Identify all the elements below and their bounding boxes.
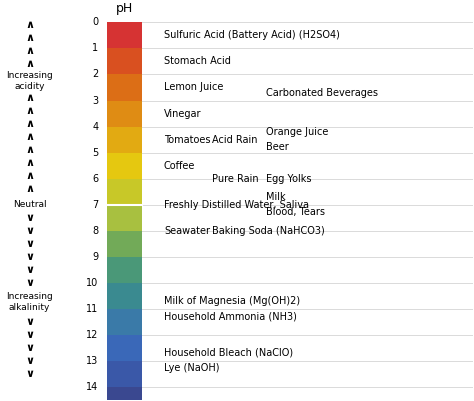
Text: ∨: ∨	[25, 369, 34, 379]
Text: ∧: ∧	[25, 145, 34, 155]
Text: ∧: ∧	[25, 93, 34, 103]
Text: Coffee: Coffee	[164, 160, 195, 170]
Text: ∧: ∧	[25, 106, 34, 116]
Text: pH: pH	[116, 2, 133, 15]
Text: Household Ammonia (NH3): Household Ammonia (NH3)	[164, 312, 297, 321]
Text: ∨: ∨	[25, 316, 34, 326]
Text: Egg Yolks: Egg Yolks	[266, 174, 311, 184]
Text: Stomach Acid: Stomach Acid	[164, 57, 231, 67]
Text: ∨: ∨	[25, 330, 34, 340]
Text: 1: 1	[92, 43, 99, 53]
Text: ∧: ∧	[25, 20, 34, 30]
Bar	[107, 152, 142, 178]
Bar	[107, 360, 142, 387]
Text: Baking Soda (NaHCO3): Baking Soda (NaHCO3)	[212, 225, 325, 235]
Text: Household Bleach (NaClO): Household Bleach (NaClO)	[164, 348, 293, 358]
Bar	[107, 178, 142, 205]
Text: ∨: ∨	[25, 342, 34, 352]
Bar	[107, 334, 142, 360]
Text: 9: 9	[92, 251, 99, 261]
Text: ∧: ∧	[25, 171, 34, 181]
Text: 3: 3	[92, 95, 99, 105]
Text: ∨: ∨	[25, 239, 34, 249]
Text: Sulfuric Acid (Battery Acid) (H2SO4): Sulfuric Acid (Battery Acid) (H2SO4)	[164, 30, 340, 41]
Text: 12: 12	[86, 330, 99, 340]
Text: Neutral: Neutral	[13, 200, 46, 209]
Text: 13: 13	[86, 356, 99, 366]
Text: Lemon Juice: Lemon Juice	[164, 83, 223, 93]
Bar	[107, 126, 142, 152]
Text: ∨: ∨	[25, 356, 34, 366]
Text: ∧: ∧	[25, 132, 34, 142]
Text: 2: 2	[92, 69, 99, 79]
Text: Increasing
acidity: Increasing acidity	[6, 71, 53, 91]
Text: 10: 10	[86, 277, 99, 288]
Text: Orange Juice: Orange Juice	[266, 127, 328, 137]
Text: ∨: ∨	[25, 213, 34, 223]
Text: 6: 6	[92, 174, 99, 184]
Bar	[107, 22, 142, 49]
Text: ∨: ∨	[25, 225, 34, 235]
Text: Blood, Tears: Blood, Tears	[266, 207, 325, 217]
Text: 11: 11	[86, 304, 99, 314]
Bar	[107, 49, 142, 75]
Text: 14: 14	[86, 382, 99, 392]
Text: Lye (NaOH): Lye (NaOH)	[164, 363, 219, 373]
Text: ∧: ∧	[25, 46, 34, 56]
Bar	[107, 257, 142, 283]
Text: ∧: ∧	[25, 59, 34, 69]
Text: Vinegar: Vinegar	[164, 109, 201, 119]
Bar	[107, 309, 142, 334]
Text: Freshly Distilled Water, Saliva: Freshly Distilled Water, Saliva	[164, 200, 309, 210]
Text: ∧: ∧	[25, 158, 34, 168]
Bar	[107, 75, 142, 101]
Text: Pure Rain: Pure Rain	[212, 174, 259, 184]
Text: 4: 4	[92, 122, 99, 132]
Text: ∨: ∨	[25, 251, 34, 261]
Text: Increasing
alkalinity: Increasing alkalinity	[6, 292, 53, 312]
Bar	[107, 283, 142, 309]
Text: ∨: ∨	[25, 277, 34, 288]
Text: ∧: ∧	[25, 184, 34, 194]
Text: Tomatoes: Tomatoes	[164, 134, 210, 144]
Text: Milk of Magnesia (Mg(OH)2): Milk of Magnesia (Mg(OH)2)	[164, 296, 300, 306]
Text: Beer: Beer	[266, 142, 289, 152]
Text: 7: 7	[92, 200, 99, 210]
Text: ∧: ∧	[25, 119, 34, 129]
Text: 8: 8	[92, 225, 99, 235]
Text: 0: 0	[92, 18, 99, 28]
Text: 5: 5	[92, 148, 99, 158]
Text: ∨: ∨	[25, 265, 34, 275]
Bar	[107, 387, 142, 401]
Text: Carbonated Beverages: Carbonated Beverages	[266, 88, 378, 98]
Bar	[107, 101, 142, 126]
Text: Acid Rain: Acid Rain	[212, 134, 258, 144]
Text: Milk: Milk	[266, 192, 285, 202]
Bar	[107, 205, 142, 231]
Bar	[107, 231, 142, 257]
Text: ∧: ∧	[25, 33, 34, 43]
Text: Seawater: Seawater	[164, 225, 210, 235]
